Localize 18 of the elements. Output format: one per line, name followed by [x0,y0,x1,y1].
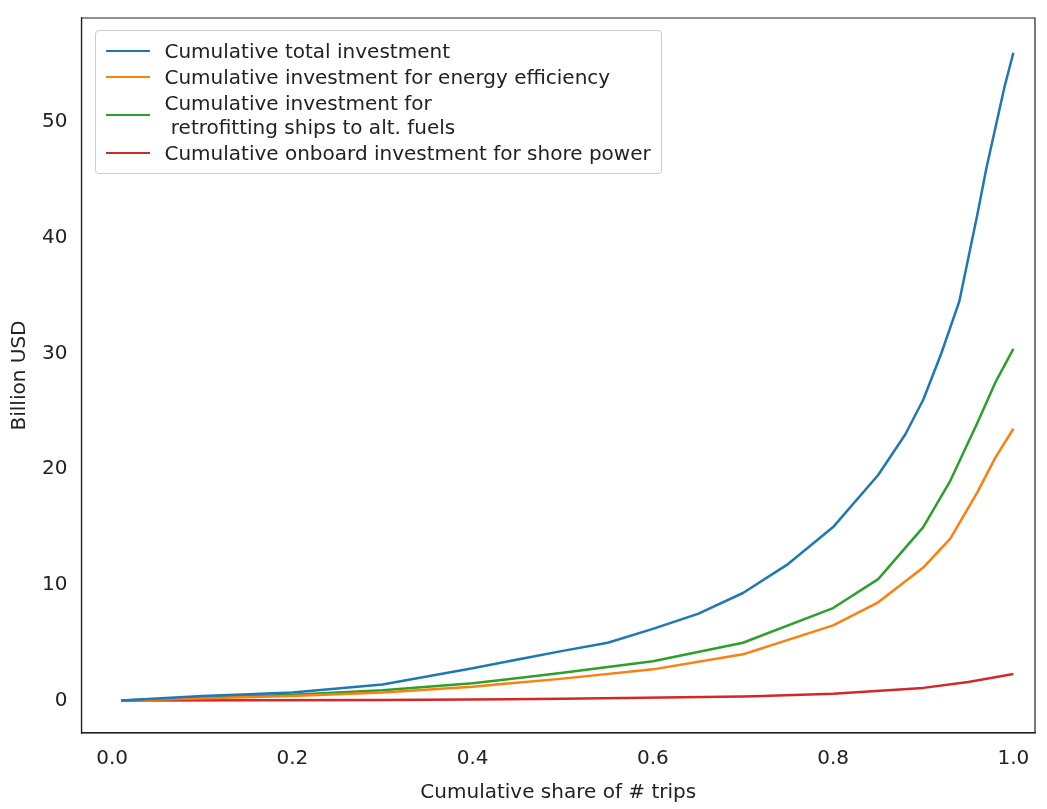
x-tick-label: 0.4 [456,745,489,770]
y-tick-label: 10 [42,571,68,596]
y-tick-label: 50 [42,108,68,133]
y-tick-label: 30 [42,339,68,364]
y-tick-label: 20 [42,455,68,480]
x-axis-title: Cumulative share of # trips [420,779,697,804]
x-tick-label: 1.0 [997,745,1030,770]
legend-label: Cumulative investment for retrofitting ships to alt. fuels [164,91,456,139]
x-tick-label: 0.2 [276,745,309,770]
y-axis-title: Billion USD [6,320,31,431]
legend-label: Cumulative onboard investment for shore power [164,141,651,165]
y-tick-label: 0 [54,686,68,711]
x-tick-label: 0.8 [817,745,850,770]
y-tick-label: 40 [42,224,68,249]
legend-label: Cumulative total investment [164,39,450,63]
legend-label: Cumulative investment for energy efficiency [164,65,611,89]
x-tick-label: 0.6 [636,745,669,770]
x-tick-label: 0.0 [96,745,128,770]
